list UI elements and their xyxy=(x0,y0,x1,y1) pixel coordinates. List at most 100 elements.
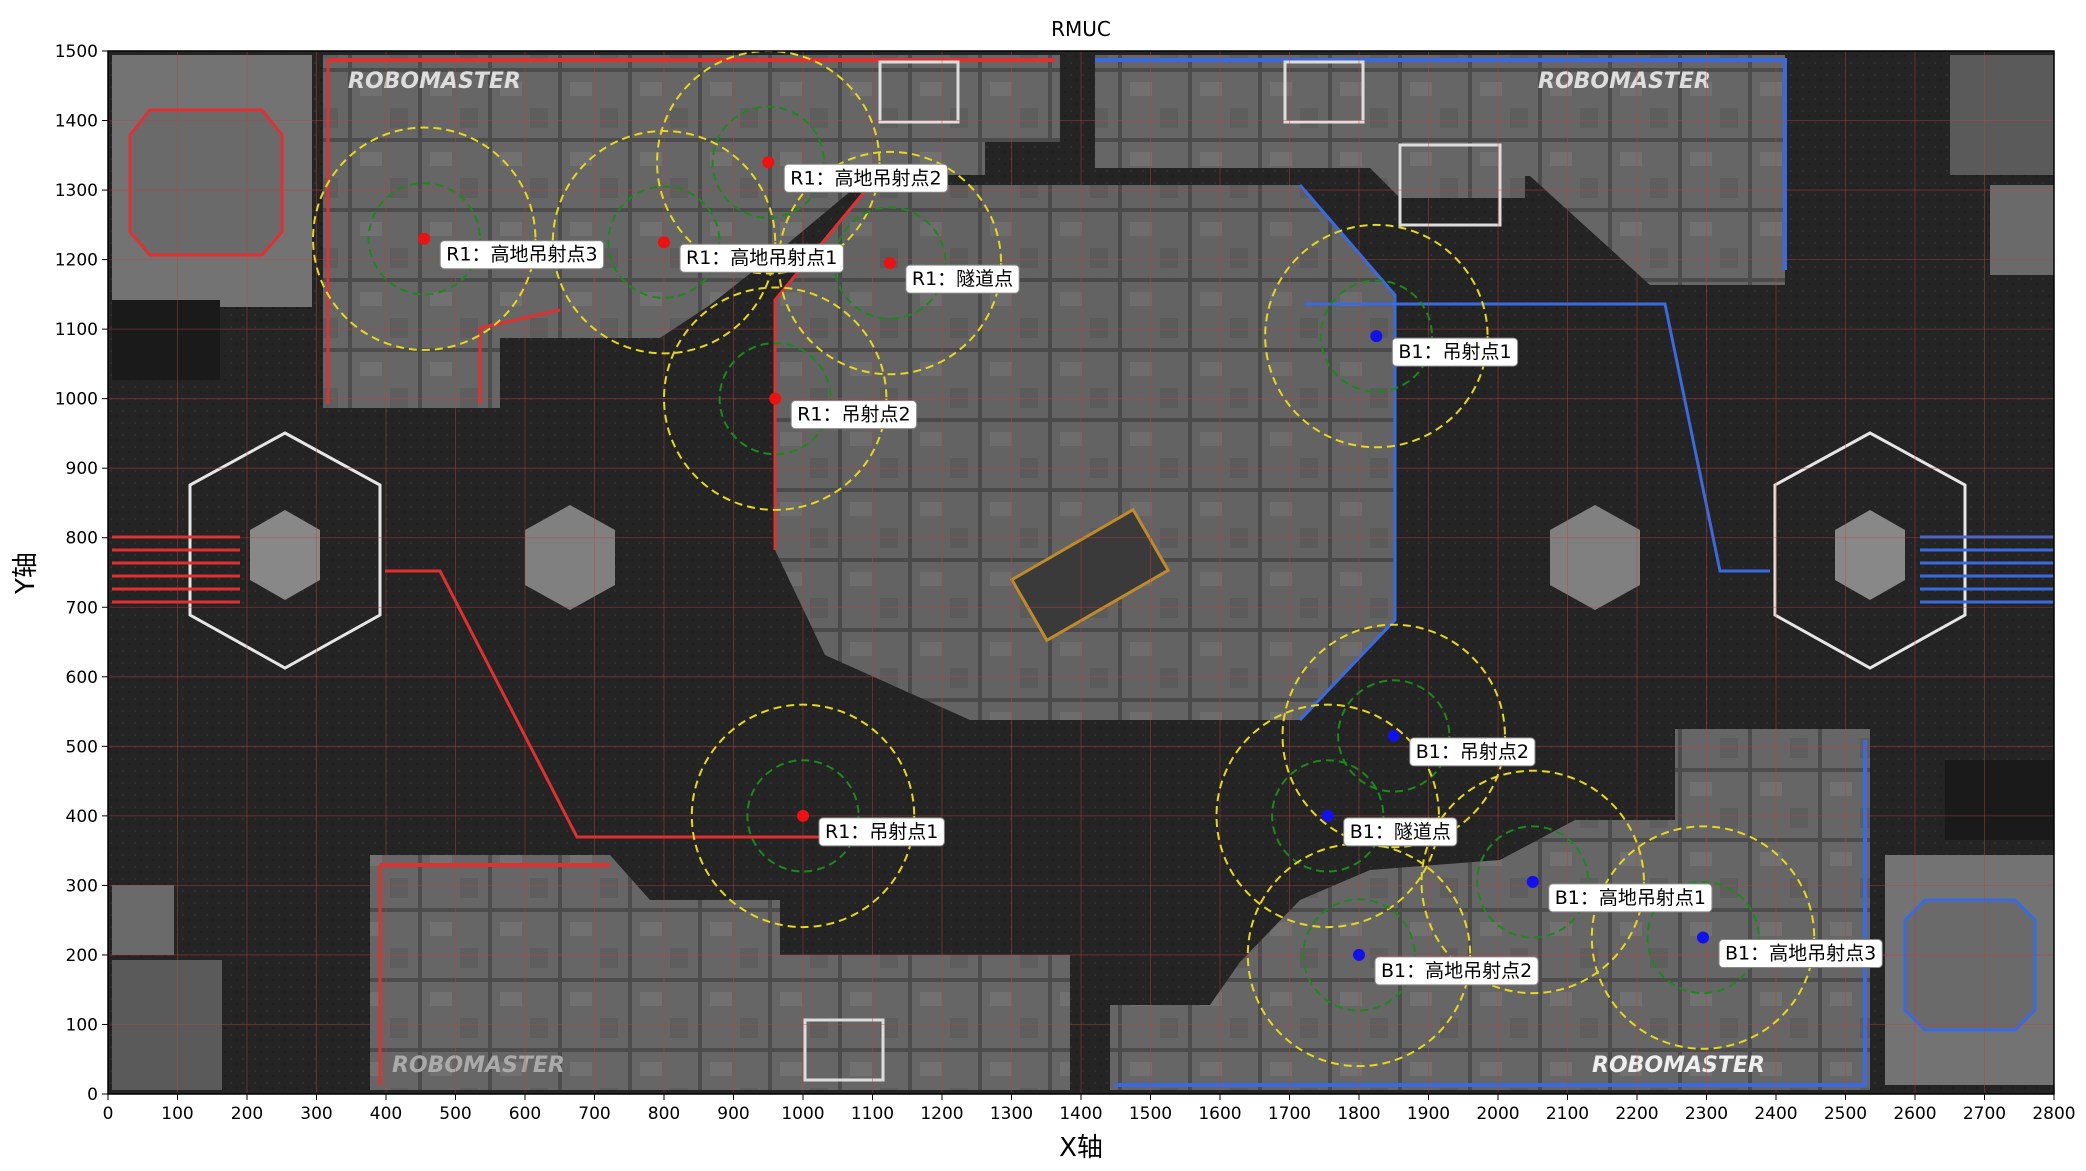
label-box xyxy=(1548,883,1713,913)
outer-range-ring xyxy=(551,130,777,355)
y-tick-label: 700 xyxy=(66,598,98,618)
x-axis-label: X轴 xyxy=(1059,1133,1103,1163)
outer-range-ring xyxy=(1281,623,1506,849)
blue-highland-top: ROBOMASTER xyxy=(1095,55,1787,285)
y-tick-label: 300 xyxy=(66,876,98,896)
x-tick-label: 2700 xyxy=(1963,1104,2006,1124)
red-route-line xyxy=(385,569,820,839)
label-text: B1：隧道点 xyxy=(1350,821,1451,843)
label-box xyxy=(818,817,945,847)
x-tick-label: 1400 xyxy=(1059,1104,1102,1124)
y-tick-label: 400 xyxy=(66,807,98,827)
outer-range-ring xyxy=(1215,703,1440,929)
x-tick-label: 600 xyxy=(509,1104,541,1124)
point-label: R1：高地吊射点2 xyxy=(783,163,949,193)
label-box xyxy=(1343,817,1458,847)
inner-range-ring xyxy=(711,105,825,219)
robomaster-logo: ROBOMASTER xyxy=(348,69,521,94)
blue-highland-bottom: ROBOMASTER xyxy=(1110,729,1870,1090)
label-text: B1：高地吊射点1 xyxy=(1555,887,1706,909)
point-label: R1：吊射点1 xyxy=(818,817,945,847)
blue-shoot-point xyxy=(1321,809,1334,822)
x-tick-label: 1000 xyxy=(781,1104,824,1124)
outer-range-ring xyxy=(777,150,1003,376)
x-tick-label: 2000 xyxy=(1476,1104,1519,1124)
red-shoot-point xyxy=(658,236,670,249)
chart-title: RMUC xyxy=(1051,17,1111,41)
red-highland-top: ROBOMASTER xyxy=(323,55,1060,408)
label-text: R1：高地吊射点2 xyxy=(790,167,941,189)
x-tick-label: 400 xyxy=(370,1104,402,1124)
blue-shoot-point xyxy=(1526,875,1539,888)
y-tick-label: 0 xyxy=(87,1085,98,1105)
point-label: R1：吊射点2 xyxy=(790,400,918,430)
red-shoot-point xyxy=(797,809,809,822)
label-text: R1：高地吊射点1 xyxy=(686,247,837,269)
red-shoot-point xyxy=(769,392,782,405)
y-tick-label: 1300 xyxy=(55,181,98,201)
x-tick-label: 1200 xyxy=(920,1104,963,1124)
point-label: B1：吊射点2 xyxy=(1409,737,1536,767)
central-arena xyxy=(773,184,1397,722)
blue-shoot-point xyxy=(1353,948,1365,961)
grid-lines xyxy=(108,51,2054,1094)
point-label: B1：高地吊射点2 xyxy=(1374,956,1539,986)
x-tick-label: 2800 xyxy=(2032,1104,2075,1124)
inner-range-ring xyxy=(1337,679,1451,793)
label-text: R1：隧道点 xyxy=(912,268,1013,290)
blue-base-corner xyxy=(1885,760,2054,1085)
label-text: R1：吊射点1 xyxy=(825,821,938,843)
label-text: B1：高地吊射点3 xyxy=(1725,943,1876,965)
label-text: B1：吊射点1 xyxy=(1398,341,1511,363)
x-tick-label: 700 xyxy=(578,1104,610,1124)
x-tick-label: 1300 xyxy=(990,1104,1033,1124)
y-tick-label: 1000 xyxy=(55,390,98,410)
x-tick-label: 2300 xyxy=(1685,1104,1728,1124)
outer-range-ring xyxy=(1420,769,1645,995)
x-tick-label: 2600 xyxy=(1893,1104,1936,1124)
point-label: B1：隧道点 xyxy=(1343,817,1458,847)
y-tick-label: 100 xyxy=(66,1015,98,1035)
red-base-hex xyxy=(112,431,615,670)
x-tick-label: 1700 xyxy=(1268,1104,1311,1124)
y-tick-label: 1200 xyxy=(55,251,98,271)
red-shoot-point xyxy=(418,232,431,245)
red-shoot-point xyxy=(762,156,775,169)
y-tick-label: 1100 xyxy=(55,320,98,340)
blue-shoot-point xyxy=(1697,931,1710,944)
outer-range-ring xyxy=(663,286,888,511)
x-tick-label: 2400 xyxy=(1754,1104,1797,1124)
inner-range-ring xyxy=(1302,898,1416,1012)
label-text: R1：吊射点2 xyxy=(797,404,910,426)
red-shoot-point xyxy=(883,257,896,270)
x-tick-label: 900 xyxy=(717,1104,749,1124)
inner-range-ring xyxy=(1476,825,1590,939)
inner-range-ring xyxy=(1271,759,1385,873)
inner-range-ring xyxy=(718,342,832,456)
y-axis-label: Y轴 xyxy=(11,552,41,595)
outer-range-ring xyxy=(1264,223,1489,449)
x-tick-label: 1800 xyxy=(1337,1104,1380,1124)
label-text: B1：高地吊射点2 xyxy=(1381,960,1532,982)
point-label: B1：高地吊射点3 xyxy=(1718,939,1883,969)
label-box xyxy=(1391,337,1519,367)
y-tick-label: 800 xyxy=(66,529,98,549)
outer-range-ring xyxy=(312,126,537,351)
red-highland-bottom: ROBOMASTER xyxy=(370,855,1070,1090)
robomaster-logo: ROBOMASTER xyxy=(1592,1053,1765,1078)
label-box xyxy=(790,400,918,430)
x-tick-label: 1100 xyxy=(851,1104,894,1124)
y-tick-label: 200 xyxy=(66,946,98,966)
y-tick-label: 900 xyxy=(66,459,98,479)
inner-range-ring xyxy=(1646,880,1760,995)
blue-shoot-point xyxy=(1370,330,1383,343)
outer-range-ring xyxy=(1590,825,1816,1050)
label-box xyxy=(905,264,1020,294)
point-label: B1：高地吊射点1 xyxy=(1548,883,1713,913)
outer-range-ring xyxy=(690,703,916,929)
label-box xyxy=(439,240,605,270)
x-tick-label: 200 xyxy=(231,1104,263,1124)
label-box xyxy=(783,163,949,193)
y-tick-label: 600 xyxy=(66,668,98,688)
